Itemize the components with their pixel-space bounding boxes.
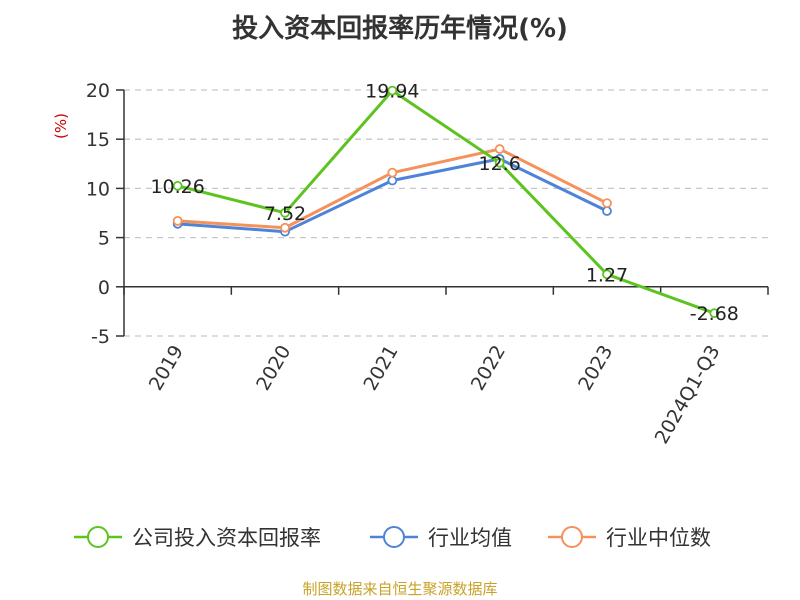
- x-tick-label: 2020: [252, 342, 295, 395]
- data-point: [172, 215, 183, 226]
- data-label: 12.6: [479, 153, 521, 175]
- legend-marker: [561, 526, 583, 548]
- y-tick-label: -5: [91, 326, 110, 348]
- data-point: [494, 144, 505, 154]
- y-tick-label: 20: [86, 80, 110, 102]
- data-point: [709, 308, 720, 319]
- legend-label: 公司投入资本回报率: [132, 526, 321, 550]
- data-label: 19.94: [365, 81, 419, 103]
- y-tick-label: 10: [86, 178, 110, 200]
- y-axis-unit-label: (%): [52, 113, 70, 139]
- x-tick-label: 2024Q1-Q3: [651, 342, 725, 448]
- y-tick-label: 5: [98, 228, 110, 250]
- series-line: [177, 89, 715, 315]
- data-point: [387, 85, 398, 96]
- data-source-note: 制图数据来自恒生聚源数据库: [302, 580, 498, 598]
- legend-marker: [383, 526, 405, 548]
- data-label: 1.27: [586, 264, 628, 286]
- data-label: 7.52: [264, 203, 306, 225]
- legend-marker: [87, 526, 109, 548]
- y-tick-label: 15: [86, 129, 110, 151]
- data-point: [602, 269, 612, 280]
- x-tick-label: 2022: [467, 342, 510, 395]
- legend-label: 行业均值: [428, 526, 512, 550]
- data-point: [387, 175, 398, 186]
- data-label: -2.68: [690, 303, 739, 325]
- data-point: [494, 157, 505, 168]
- data-point: [602, 206, 612, 216]
- legend-label: 行业中位数: [606, 526, 711, 550]
- data-label: 10.26: [150, 176, 204, 198]
- data-point: [602, 198, 612, 209]
- y-tick-label: 0: [98, 277, 110, 299]
- chart-title: 投入资本回报率历年情况(%): [232, 14, 568, 44]
- x-tick-label: 2023: [574, 342, 617, 395]
- data-point: [280, 207, 290, 218]
- data-point: [280, 222, 290, 233]
- data-point: [172, 180, 183, 191]
- x-tick-label: 2021: [359, 342, 402, 395]
- data-point: [387, 167, 398, 178]
- x-tick-label: 2019: [145, 342, 188, 395]
